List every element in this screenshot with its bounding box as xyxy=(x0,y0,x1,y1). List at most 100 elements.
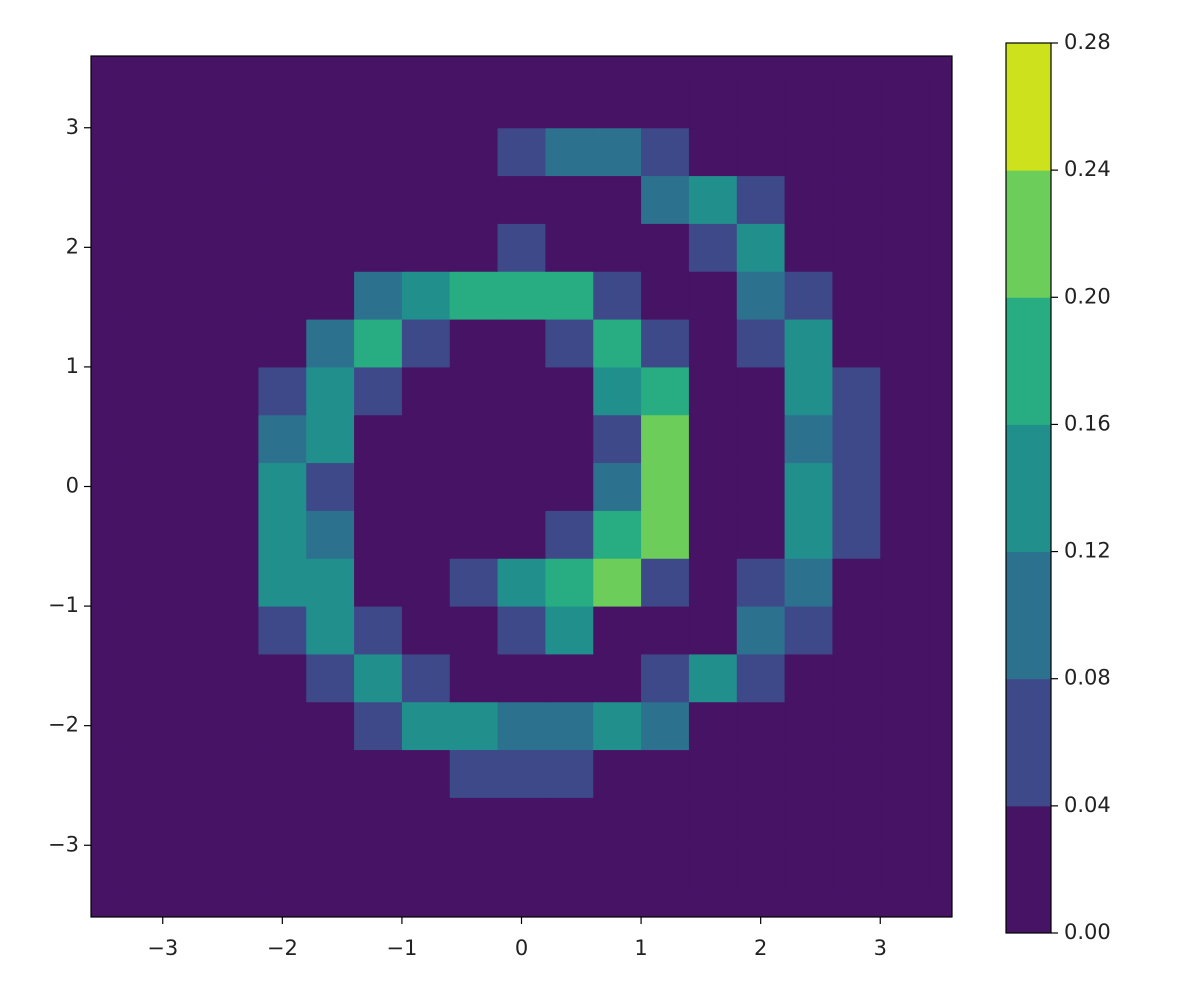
density-cell xyxy=(258,606,307,655)
density-cell xyxy=(210,797,259,846)
density-cell xyxy=(545,366,594,416)
density-cell xyxy=(210,271,259,320)
density-cell xyxy=(497,510,546,559)
density-cell xyxy=(832,653,881,703)
density-cell xyxy=(306,271,355,320)
density-cell xyxy=(832,366,881,416)
colorbar-tick-label: 0.28 xyxy=(1064,30,1111,54)
density-cell xyxy=(497,558,546,607)
density-cell xyxy=(401,653,451,703)
density-cell xyxy=(784,845,833,894)
density-cell xyxy=(545,653,594,703)
x-tick-label: 1 xyxy=(634,936,647,960)
density-cell xyxy=(449,845,499,894)
density-cell xyxy=(114,606,164,655)
colorbar-tick-label: 0.00 xyxy=(1064,920,1111,944)
density-cell xyxy=(258,79,307,129)
density-cell xyxy=(784,606,833,655)
density-cell xyxy=(688,79,738,129)
density-cell xyxy=(688,319,738,368)
colorbar-band xyxy=(1006,805,1051,934)
density-cell xyxy=(258,223,307,272)
density-cell xyxy=(880,414,929,464)
density-cell xyxy=(354,653,403,703)
density-cell xyxy=(784,319,833,368)
x-tick-label: 3 xyxy=(874,936,887,960)
density-cell xyxy=(210,175,259,224)
y-tick-label: 0 xyxy=(66,474,79,498)
density-cell xyxy=(688,223,738,272)
density-cell xyxy=(832,606,881,655)
density-cell xyxy=(880,79,929,129)
density-cell xyxy=(593,271,642,320)
density-cell xyxy=(641,127,690,177)
density-cell xyxy=(593,127,642,177)
density-cell xyxy=(784,510,833,559)
density-cell xyxy=(736,175,786,224)
density-cell xyxy=(449,606,499,655)
density-cell xyxy=(354,127,403,177)
density-cell xyxy=(210,653,259,703)
density-cell xyxy=(832,223,881,272)
density-cell xyxy=(401,414,451,464)
density-cell xyxy=(449,510,499,559)
density-cell xyxy=(306,319,355,368)
density-cell xyxy=(497,175,546,224)
density-cell xyxy=(593,462,642,511)
density-cell xyxy=(736,271,786,320)
colorbar-band xyxy=(1006,551,1051,680)
density-cell xyxy=(880,701,929,751)
density-cell xyxy=(306,366,355,416)
density-cell xyxy=(641,797,690,846)
density-cell xyxy=(497,653,546,703)
density-cell xyxy=(784,175,833,224)
density-cell xyxy=(784,366,833,416)
density-cell xyxy=(641,79,690,129)
density-cell xyxy=(354,845,403,894)
density-cell xyxy=(880,223,929,272)
density-cell xyxy=(162,223,212,272)
density-cell xyxy=(736,797,786,846)
density-cell xyxy=(545,462,594,511)
density-cell xyxy=(832,79,881,129)
density-cell xyxy=(545,414,594,464)
density-cell xyxy=(593,749,642,798)
density-cell xyxy=(258,271,307,320)
density-cell xyxy=(545,797,594,846)
density-cell xyxy=(401,510,451,559)
density-cell xyxy=(114,845,164,894)
density-cell xyxy=(641,462,690,511)
density-cell xyxy=(210,223,259,272)
density-cell xyxy=(401,701,451,751)
density-cell xyxy=(210,558,259,607)
density-cell xyxy=(832,510,881,559)
density-cell xyxy=(832,175,881,224)
density-cell xyxy=(641,366,690,416)
density-cell xyxy=(354,366,403,416)
density-cell xyxy=(114,701,164,751)
density-cell xyxy=(545,558,594,607)
density-cell xyxy=(354,797,403,846)
density-cell xyxy=(880,845,929,894)
density-cell xyxy=(114,319,164,368)
density-cell xyxy=(784,79,833,129)
density-cell xyxy=(784,558,833,607)
density-cell xyxy=(688,653,738,703)
y-tick-label: −1 xyxy=(48,593,79,617)
density-cell xyxy=(688,845,738,894)
colorbar-tick-label: 0.16 xyxy=(1064,411,1111,435)
density-cell xyxy=(114,175,164,224)
density-cell xyxy=(354,606,403,655)
density-cell xyxy=(832,414,881,464)
density-cell xyxy=(401,127,451,177)
density-cell xyxy=(880,510,929,559)
colorbar-frame xyxy=(1005,42,1052,934)
density-cell xyxy=(641,271,690,320)
density-cell xyxy=(114,558,164,607)
density-cell xyxy=(114,223,164,272)
density-cell xyxy=(162,414,212,464)
density-cell xyxy=(688,701,738,751)
density-cell xyxy=(545,175,594,224)
density-cell xyxy=(497,79,546,129)
